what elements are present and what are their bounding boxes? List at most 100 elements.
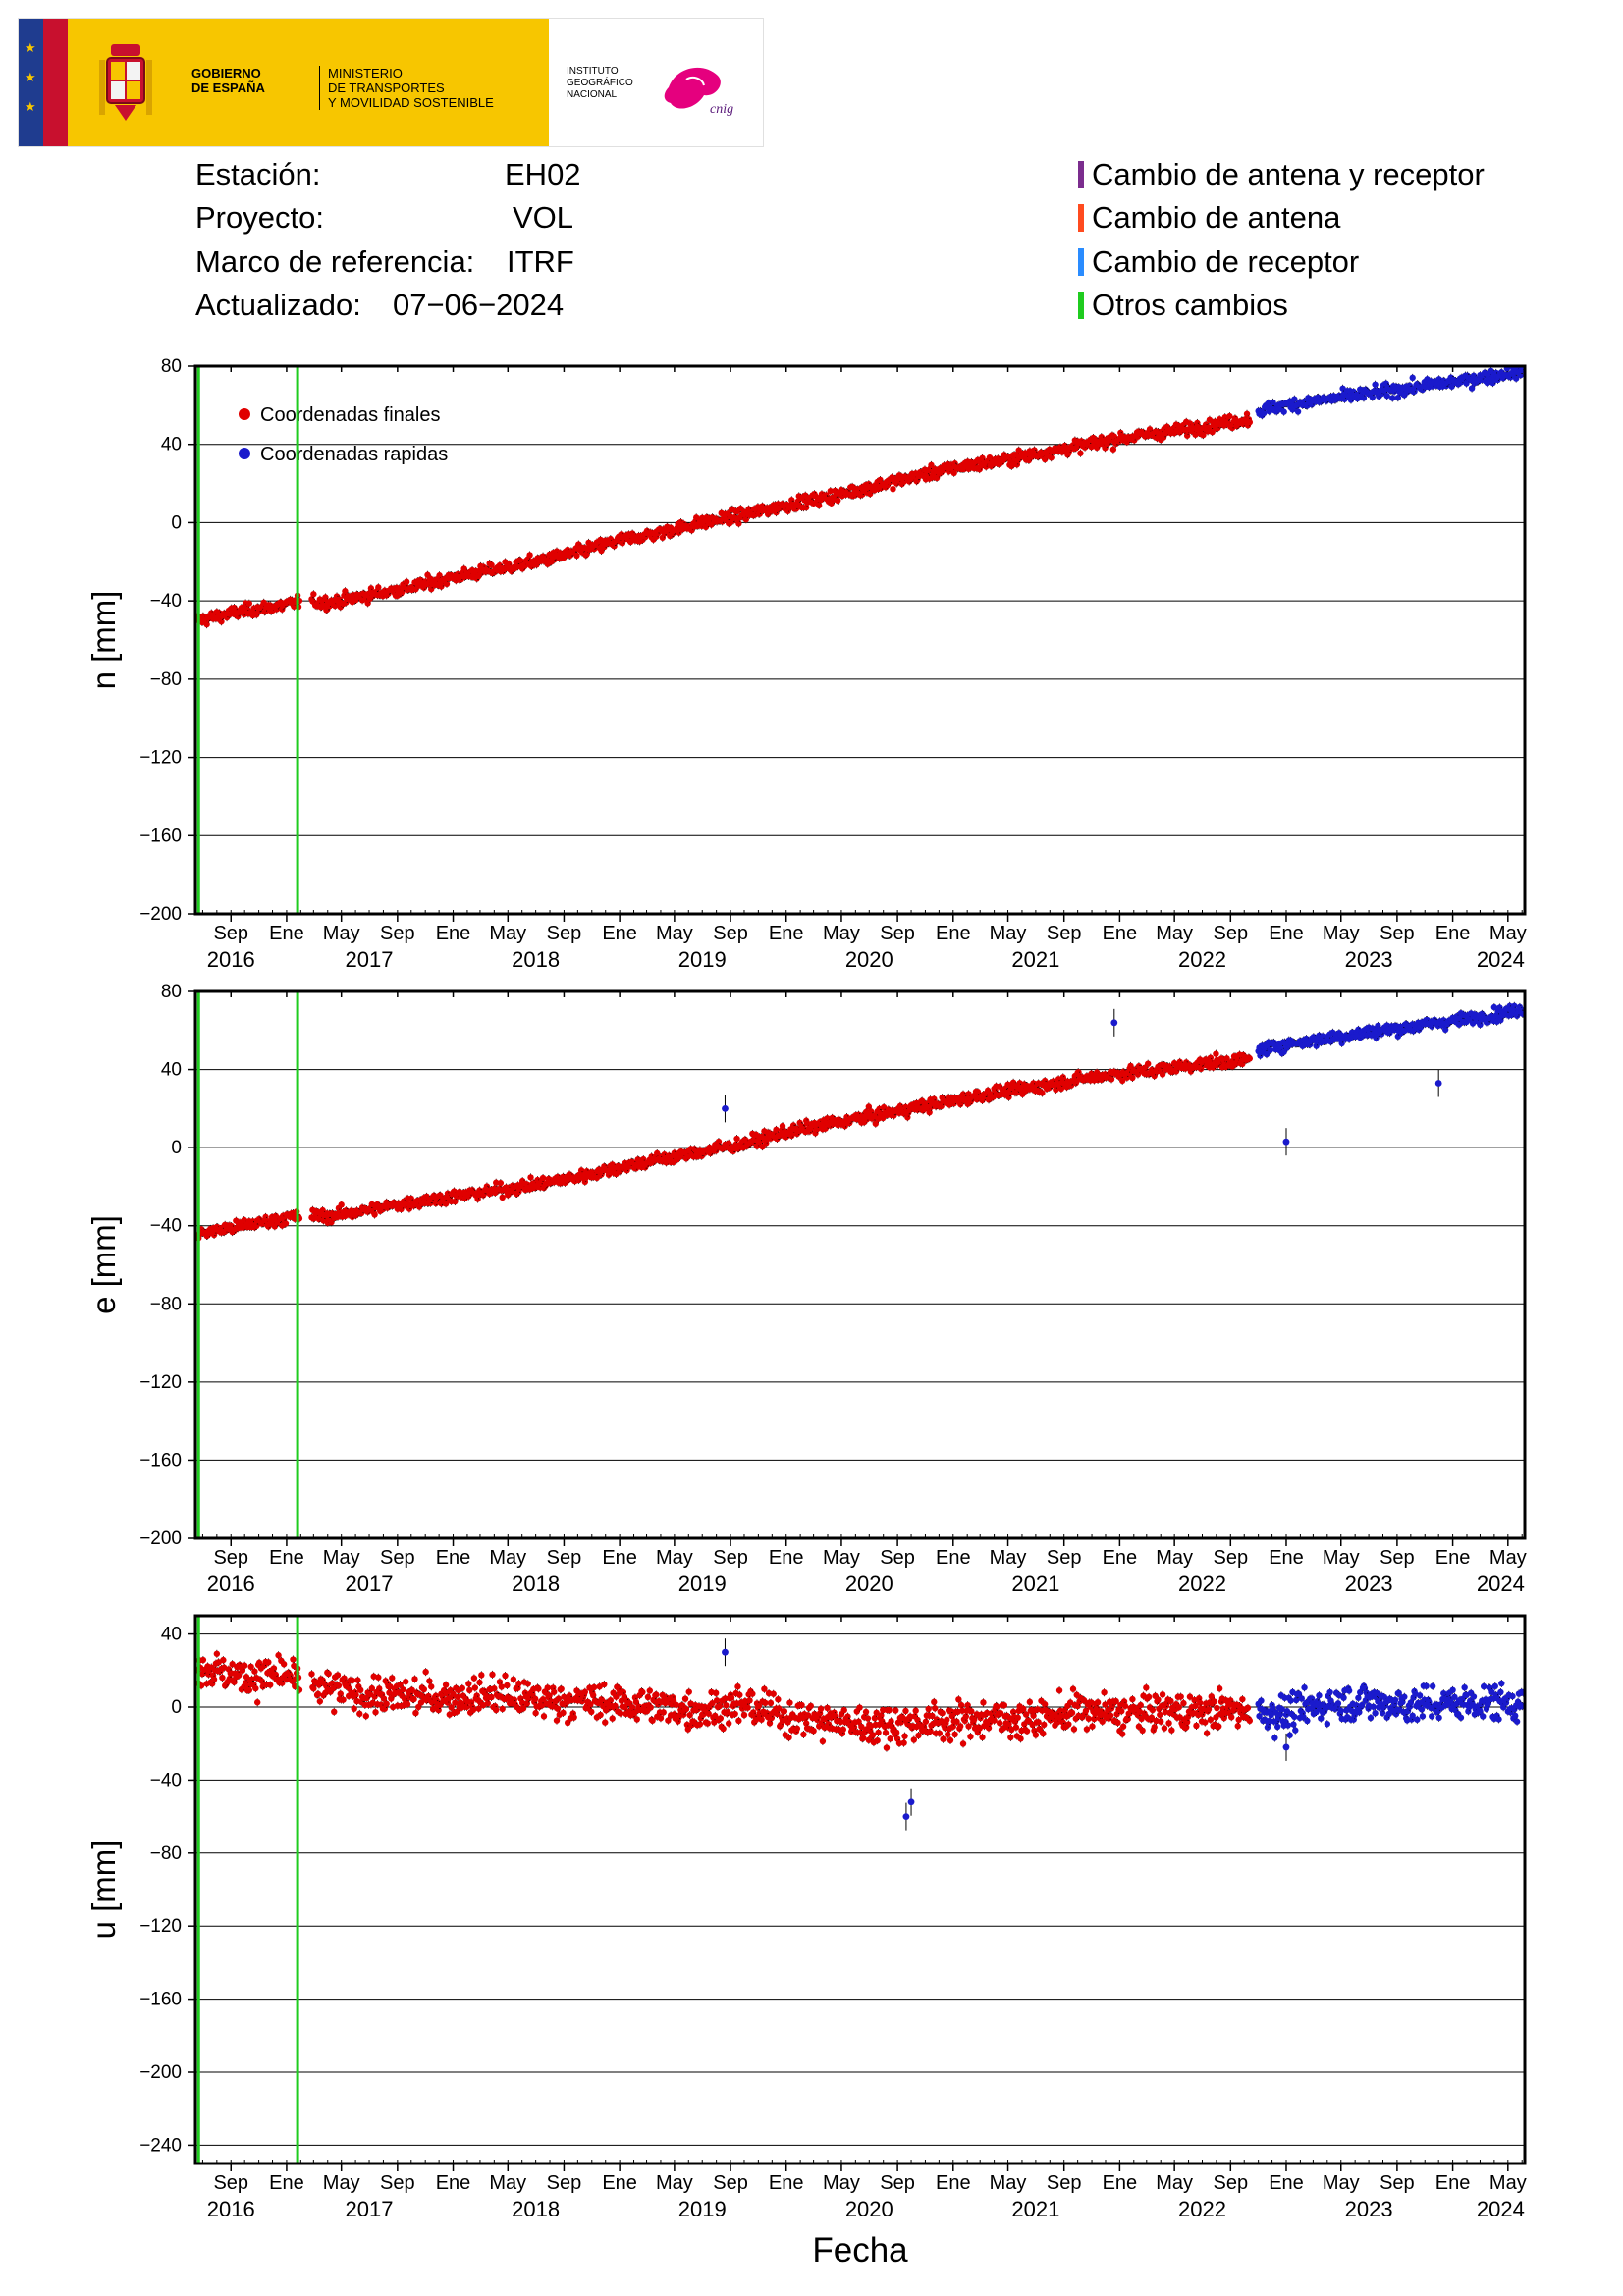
legend-swatch	[1078, 248, 1084, 276]
data-point	[497, 1179, 505, 1187]
x-tick-label: Ene	[602, 1547, 637, 1569]
data-point	[375, 584, 382, 591]
legend-marker	[239, 448, 250, 459]
station-value: EH02	[505, 157, 581, 191]
y-axis-label: n [mm]	[85, 591, 122, 690]
ministry-label: MINISTERIO DE TRANSPORTES Y MOVILIDAD SOST…	[319, 66, 494, 110]
spain-flag-stripe	[43, 19, 68, 146]
y-tick-label: 80	[161, 356, 182, 377]
y-tick-label: −200	[139, 1528, 182, 1549]
data-point	[1394, 394, 1402, 401]
data-point	[1291, 396, 1298, 402]
x-tick-label: Ene	[1269, 1547, 1304, 1569]
data-point	[428, 585, 435, 593]
data-points	[195, 1001, 1525, 1243]
x-year-label: 2019	[678, 1572, 727, 1596]
x-year-label: 2017	[346, 947, 394, 972]
government-label: GOBIERNO DE ESPAÑA	[191, 66, 265, 95]
x-tick-label: Sep	[1214, 1547, 1249, 1569]
data-point	[1512, 375, 1520, 382]
data-point	[725, 1140, 732, 1147]
x-tick-label: May	[1323, 923, 1360, 944]
data-point	[436, 572, 443, 579]
x-tick-label: May	[323, 923, 360, 944]
data-point	[342, 588, 349, 595]
legend-marker	[239, 408, 250, 420]
data-point	[1261, 409, 1268, 417]
x-year-label: 2018	[512, 947, 560, 972]
x-tick-label: Sep	[1380, 923, 1415, 944]
chart-panel-2: −200 −160 −120 −80 −40 0 40 80 Sep Ene May Sep Ene Ma…	[85, 982, 1527, 1596]
x-tick-label: May	[990, 923, 1027, 944]
data-point	[1360, 395, 1368, 401]
x-year-label: 2024	[1477, 1572, 1525, 1596]
data-point	[573, 552, 580, 560]
x-year-label: 2023	[1345, 1572, 1393, 1596]
header-banner: ★ ★ ★ GOBIERNO DE ESPAÑA MINISTERIO DE TRA…	[18, 18, 764, 147]
x-tick-label: Ene	[936, 1547, 971, 1569]
legend-swatch	[1078, 292, 1084, 319]
data-point	[1226, 412, 1233, 420]
legend-swatch	[1078, 161, 1084, 188]
data-point	[1270, 399, 1276, 406]
ign-logo-icon: cnig	[664, 67, 733, 117]
x-tick-label: Sep	[213, 923, 248, 944]
data-point	[577, 1167, 585, 1174]
x-tick-label: Sep	[1047, 923, 1082, 944]
data-point	[310, 591, 317, 598]
y-tick-label: −200	[139, 904, 182, 925]
x-tick-label: May	[656, 923, 693, 944]
x-tick-label: Ene	[1103, 1547, 1138, 1569]
data-point	[733, 1135, 740, 1143]
y-tick-label: 0	[171, 512, 182, 533]
data-point	[527, 1174, 534, 1181]
y-tick-label: −160	[139, 1450, 182, 1470]
data-point	[1200, 431, 1207, 439]
x-tick-label: Sep	[880, 1547, 915, 1569]
data-point	[986, 454, 994, 461]
data-point	[282, 1220, 290, 1227]
x-tick-label: Ene	[1269, 923, 1304, 944]
ign-label: INSTITUTO GEOGRÁFICO NACIONAL	[567, 66, 633, 100]
data-point	[715, 1138, 723, 1146]
eu-flag-stripe	[19, 19, 43, 146]
y-tick-label: −80	[150, 669, 182, 690]
data-point	[499, 1194, 506, 1201]
data-point	[779, 1122, 786, 1130]
data-point	[517, 558, 524, 564]
data-point	[1383, 392, 1390, 400]
legend-swatch	[1078, 204, 1084, 232]
data-point	[1369, 394, 1377, 400]
x-year-label: 2021	[1011, 947, 1059, 972]
x-tick-label: Sep	[547, 1547, 582, 1569]
x-year-label: 2020	[845, 947, 893, 972]
data-point	[865, 1103, 873, 1110]
x-year-label: 2023	[1345, 947, 1393, 972]
data-point	[338, 1201, 345, 1208]
x-tick-label: Ene	[602, 923, 637, 944]
data-point	[403, 578, 410, 585]
x-tick-label: May	[1489, 923, 1527, 944]
y-tick-label: 80	[161, 982, 182, 1002]
x-tick-label: Sep	[1214, 923, 1249, 944]
data-point	[526, 552, 533, 559]
legend-receiver: Cambio de receptor	[1078, 244, 1359, 280]
x-year-label: 2020	[845, 1572, 893, 1596]
data-point	[218, 618, 225, 625]
data-point	[928, 461, 935, 469]
x-tick-label: May	[489, 1547, 526, 1569]
x-tick-label: Sep	[1380, 1547, 1415, 1569]
x-tick-label: May	[1323, 1547, 1360, 1569]
y-tick-label: 40	[161, 435, 182, 455]
data-point	[802, 504, 810, 511]
x-tick-label: Ene	[769, 1547, 804, 1569]
x-year-label: 2018	[512, 1572, 560, 1596]
data-point	[1048, 454, 1055, 461]
x-tick-label: Sep	[213, 1547, 248, 1569]
data-point	[488, 561, 495, 568]
data-point	[1077, 450, 1084, 456]
x-tick-label: Ene	[769, 923, 804, 944]
data-point	[322, 594, 329, 601]
y-tick-label: −40	[150, 1216, 182, 1237]
updated-value: 07−06−2024	[393, 288, 565, 322]
